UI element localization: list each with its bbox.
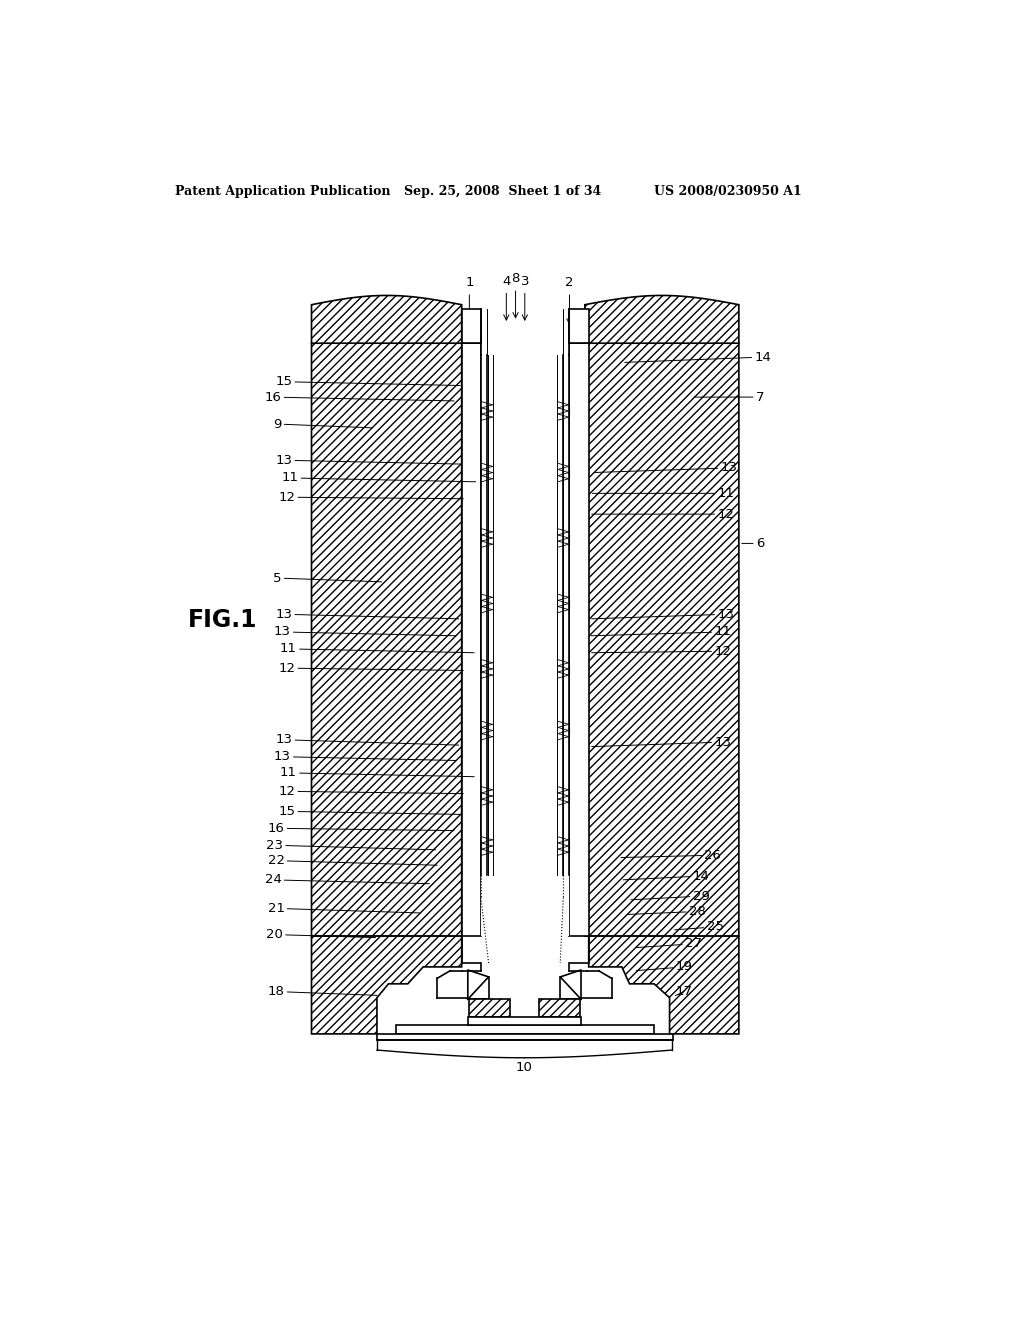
Text: 15: 15	[275, 375, 460, 388]
Bar	[569, 343, 589, 936]
Text: 19: 19	[636, 961, 692, 973]
Text: 13: 13	[273, 750, 457, 763]
Text: 13: 13	[273, 626, 457, 639]
Text: 12: 12	[279, 491, 463, 504]
Bar	[468, 1016, 581, 1024]
Text: 13: 13	[275, 454, 460, 467]
Text: 2: 2	[565, 276, 573, 323]
Text: 14: 14	[625, 351, 771, 363]
Bar	[481, 343, 569, 936]
Text: Sep. 25, 2008  Sheet 1 of 34: Sep. 25, 2008 Sheet 1 of 34	[403, 185, 601, 198]
Bar	[462, 309, 481, 343]
Text: 11: 11	[593, 487, 734, 500]
Text: 24: 24	[264, 874, 429, 887]
Bar	[396, 1024, 654, 1034]
Bar	[377, 1034, 674, 1040]
Text: 9: 9	[273, 417, 373, 430]
Text: FIG.1: FIG.1	[188, 609, 258, 632]
Text: 28: 28	[627, 906, 706, 917]
Text: 1: 1	[465, 276, 474, 323]
Text: Patent Application Publication: Patent Application Publication	[175, 185, 391, 198]
Text: 23: 23	[266, 838, 435, 851]
Bar	[569, 309, 589, 343]
Text: 13: 13	[592, 735, 731, 748]
Text: US 2008/0230950 A1: US 2008/0230950 A1	[654, 185, 802, 198]
Polygon shape	[585, 330, 739, 936]
Text: 13: 13	[275, 733, 459, 746]
Text: 14: 14	[624, 870, 710, 883]
Text: 12: 12	[279, 661, 463, 675]
Text: 17: 17	[676, 985, 692, 998]
Text: 22: 22	[267, 854, 437, 867]
Text: 13: 13	[592, 607, 734, 620]
Text: 27: 27	[636, 937, 702, 950]
Text: 21: 21	[267, 902, 420, 915]
Text: 11: 11	[282, 471, 476, 484]
Text: 26: 26	[621, 849, 721, 862]
Text: 29: 29	[631, 890, 710, 903]
Polygon shape	[311, 936, 462, 1034]
Text: 10: 10	[516, 1061, 532, 1074]
Text: 11: 11	[280, 643, 474, 656]
Bar	[539, 999, 581, 1016]
Text: 16: 16	[267, 822, 454, 834]
Text: 25: 25	[675, 920, 724, 933]
Text: 3: 3	[520, 275, 529, 319]
Text: 12: 12	[592, 508, 734, 520]
Text: 6: 6	[741, 537, 764, 550]
Polygon shape	[589, 936, 739, 1034]
Text: 8: 8	[511, 272, 520, 318]
Polygon shape	[311, 330, 462, 936]
Text: 13: 13	[594, 462, 737, 474]
Text: 7: 7	[694, 391, 764, 404]
Polygon shape	[585, 296, 739, 343]
Text: 12: 12	[592, 644, 731, 657]
Text: 18: 18	[267, 985, 377, 998]
Text: 4: 4	[502, 275, 511, 319]
Polygon shape	[311, 296, 462, 343]
Bar	[469, 999, 510, 1016]
Text: 13: 13	[275, 607, 459, 620]
Text: 20: 20	[266, 928, 376, 941]
Text: 15: 15	[279, 805, 460, 818]
Text: 12: 12	[279, 785, 463, 797]
Text: 5: 5	[273, 572, 382, 585]
Text: 11: 11	[591, 626, 731, 639]
Bar	[462, 343, 481, 936]
Text: 16: 16	[264, 391, 454, 404]
Text: 11: 11	[280, 767, 474, 779]
